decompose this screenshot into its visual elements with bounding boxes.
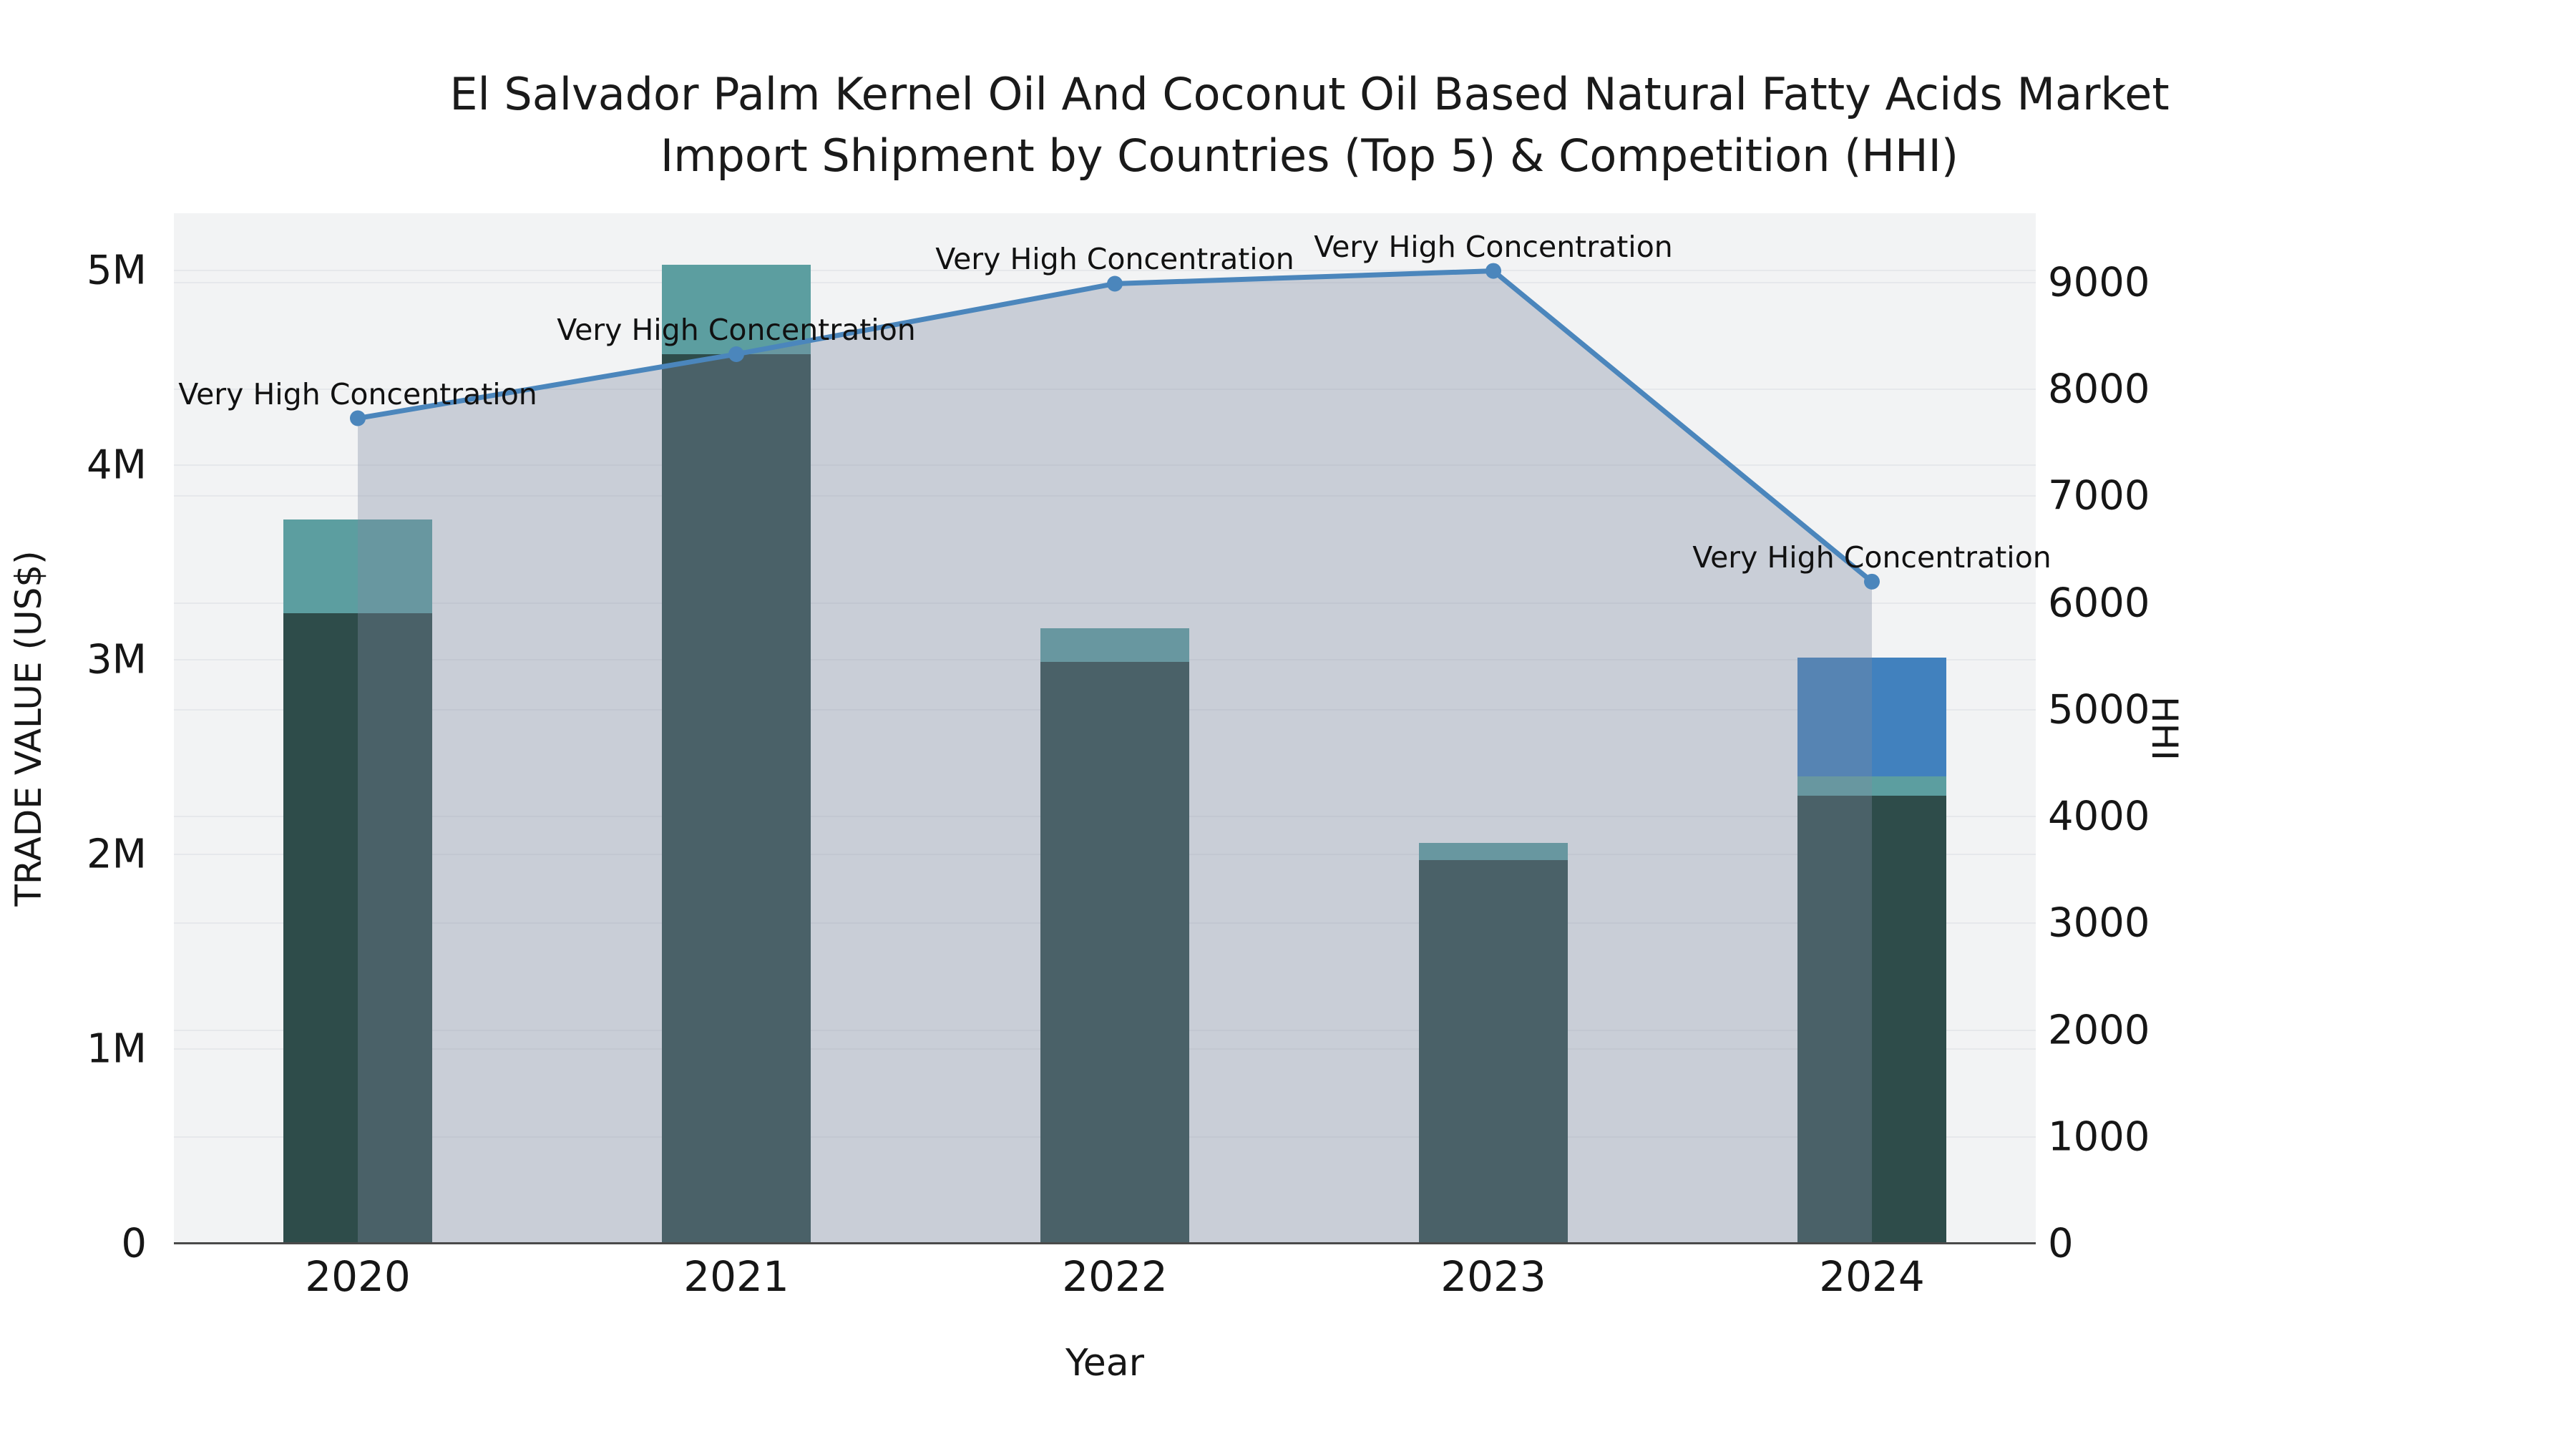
annotation-very-high-concentration-2020: Very High Concentration (178, 376, 537, 411)
y-left-tick-2M: 2M (87, 831, 147, 878)
hhi-marker-2023[interactable] (1485, 263, 1501, 279)
y-left-tick-3M: 3M (87, 636, 147, 683)
gridline-hhi-9000 (174, 282, 2036, 283)
bar-segment-honduras-2022[interactable] (1040, 628, 1189, 662)
hhi-line-overlay (350, 263, 1880, 1244)
hhi-marker-2024[interactable] (1864, 573, 1880, 590)
annotation-very-high-concentration-2023: Very High Concentration (1314, 229, 1673, 264)
bar-segment-guatemala-2024[interactable] (1797, 796, 1946, 1244)
y-left-tick-4M: 4M (87, 441, 147, 489)
y-right-tick-0: 0 (2048, 1220, 2074, 1267)
gridline-hhi-8000 (174, 389, 2036, 391)
bar-segment-guatemala-2020[interactable] (283, 613, 432, 1244)
bar-segment-guatemala-2022[interactable] (1040, 661, 1189, 1244)
y-left-tick-5M: 5M (87, 247, 147, 294)
y-right-tick-1000: 1000 (2048, 1113, 2150, 1161)
y-right-tick-9000: 9000 (2048, 259, 2150, 306)
bar-segment-honduras-2021[interactable] (662, 264, 811, 354)
x-tick-2022: 2022 (1062, 1252, 1168, 1301)
chart-title-line1: El Salvador Palm Kernel Oil And Coconut … (449, 68, 2170, 120)
gridline-trade-4M (174, 464, 2036, 466)
gridline-trade-5M (174, 270, 2036, 271)
plot-area (174, 213, 2036, 1244)
bar-segment-honduras-2023[interactable] (1419, 842, 1568, 861)
y-left-tick-0: 0 (121, 1220, 147, 1267)
y-right-tick-3000: 3000 (2048, 899, 2150, 947)
x-axis-line (174, 1242, 2036, 1244)
y-right-tick-7000: 7000 (2048, 472, 2150, 519)
annotation-very-high-concentration-2021: Very High Concentration (557, 312, 916, 347)
hhi-marker-2021[interactable] (728, 346, 744, 362)
bar-segment-mexico-2024[interactable] (1797, 658, 1946, 777)
hhi-area-fill (358, 270, 1872, 1244)
y-right-axis-title: HHI (2144, 696, 2185, 761)
hhi-marker-2022[interactable] (1107, 275, 1123, 292)
y-right-tick-2000: 2000 (2048, 1007, 2150, 1054)
bar-segment-guatemala-2021[interactable] (662, 353, 811, 1244)
x-tick-2020: 2020 (305, 1252, 411, 1301)
x-tick-2024: 2024 (1819, 1252, 1925, 1301)
y-right-tick-6000: 6000 (2048, 580, 2150, 627)
annotation-very-high-concentration-2022: Very High Concentration (935, 242, 1294, 277)
y-left-tick-1M: 1M (87, 1025, 147, 1073)
y-right-tick-5000: 5000 (2048, 686, 2150, 733)
bar-segment-honduras-2020[interactable] (283, 519, 432, 613)
bar-segment-honduras-2024[interactable] (1797, 776, 1946, 796)
hhi-marker-2020[interactable] (350, 410, 366, 426)
gridline-hhi-7000 (174, 495, 2036, 497)
y-right-tick-8000: 8000 (2048, 366, 2150, 413)
annotation-very-high-concentration-2024: Very High Concentration (1692, 540, 2051, 575)
gridline-hhi-6000 (174, 602, 2036, 604)
x-tick-2023: 2023 (1440, 1252, 1546, 1301)
x-tick-2021: 2021 (683, 1252, 789, 1301)
chart-title-line2: Import Shipment by Countries (Top 5) & C… (660, 130, 1959, 182)
x-axis-title: Year (1065, 1342, 1145, 1385)
bar-segment-guatemala-2023[interactable] (1419, 860, 1568, 1244)
y-right-tick-4000: 4000 (2048, 793, 2150, 840)
